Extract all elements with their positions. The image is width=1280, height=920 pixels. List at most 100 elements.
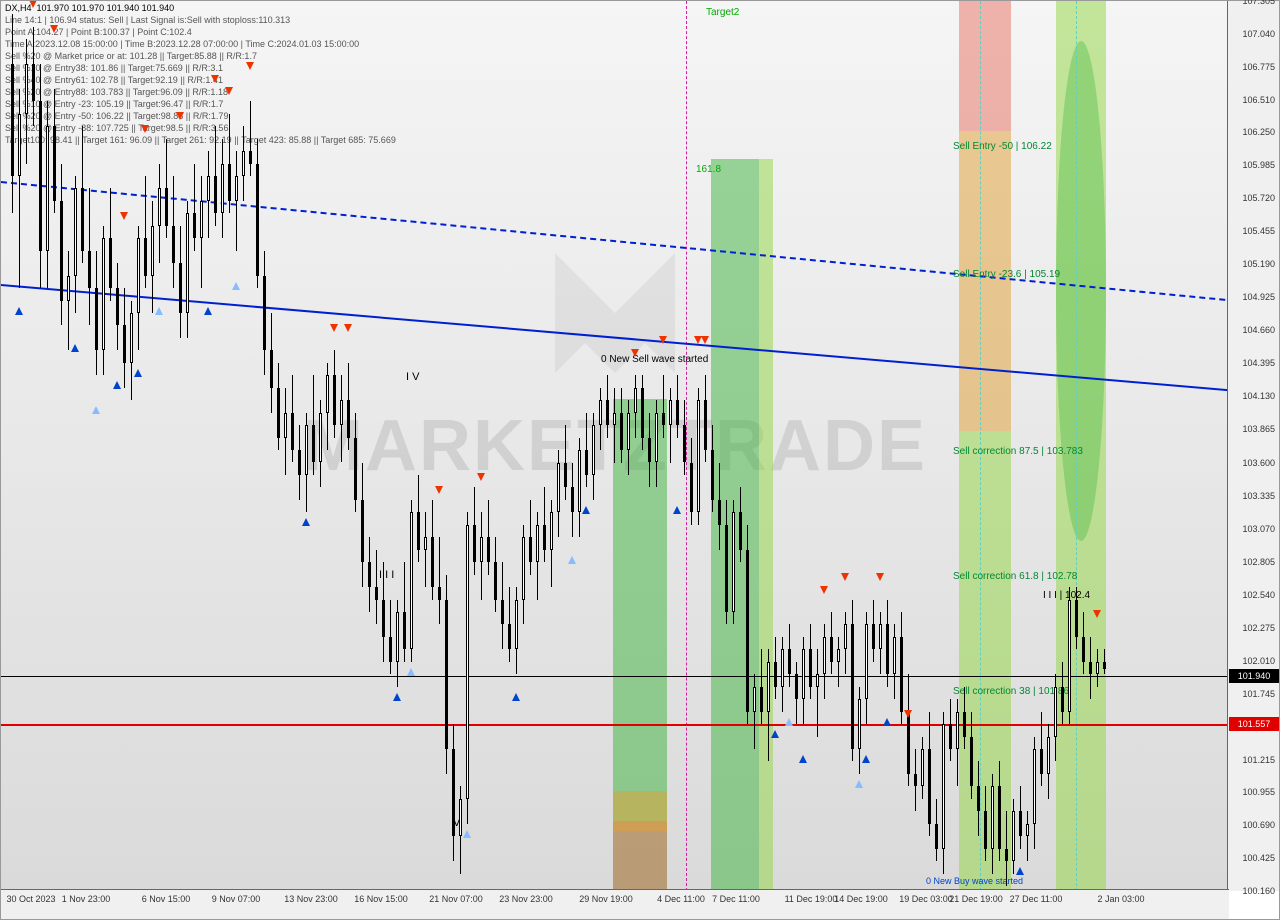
sell-arrow-icon <box>820 586 828 594</box>
y-tick-label: 105.985 <box>1242 160 1275 170</box>
info-targets: Target100: 98.41 || Target 161: 96.09 ||… <box>5 135 396 145</box>
y-tick-label: 105.720 <box>1242 193 1275 203</box>
sell-arrow-icon <box>344 324 352 332</box>
y-tick-label: 101.745 <box>1242 689 1275 699</box>
label-new-sell: 0 New Sell wave started <box>601 354 708 365</box>
buy-arrow-icon <box>204 307 212 315</box>
hline-red <box>1 724 1229 726</box>
x-axis: 30 Oct 20231 Nov 23:006 Nov 15:009 Nov 0… <box>1 889 1229 919</box>
label-sell-entry-50: Sell Entry -50 | 106.22 <box>953 141 1052 152</box>
x-tick-label: 9 Nov 07:00 <box>212 894 261 904</box>
buy-arrow-icon <box>393 693 401 701</box>
label-sell-corr-38: Sell correction 38 | 101.86 <box>953 686 1069 697</box>
y-tick-label: 106.775 <box>1242 62 1275 72</box>
price-marker-red: 101.557 <box>1229 717 1279 731</box>
y-tick-label: 107.040 <box>1242 29 1275 39</box>
sell-arrow-icon <box>211 75 219 83</box>
x-tick-label: 6 Nov 15:00 <box>142 894 191 904</box>
zone-green-4 <box>1056 41 1106 541</box>
x-tick-label: 23 Nov 23:00 <box>499 894 553 904</box>
y-axis: 107.305 107.040 106.775 106.510 106.250 105.9… <box>1227 1 1279 891</box>
y-tick-label: 104.660 <box>1242 325 1275 335</box>
zone-lime-2 <box>759 159 773 891</box>
label-new-buy: 0 New Buy wave started <box>926 876 1023 886</box>
y-tick-label: 106.510 <box>1242 95 1275 105</box>
label-fib618: 161.8 <box>696 164 721 175</box>
sell-arrow-icon <box>141 125 149 133</box>
label-wave-iv: I V <box>406 371 419 383</box>
sell-arrow-icon <box>50 25 58 33</box>
y-tick-label: 104.130 <box>1242 391 1275 401</box>
sell-arrow-icon <box>29 1 37 8</box>
buy-arrow-icon <box>15 307 23 315</box>
y-tick-label: 100.160 <box>1242 886 1275 896</box>
zone-red-3 <box>959 1 1011 131</box>
buy-arrow-icon <box>71 344 79 352</box>
chart-plot-area[interactable]: MARKETZTRADE DX,H4 101.970 101.970 101.9… <box>1 1 1229 891</box>
info-line14: Line 14:1 | 106.94 status: Sell | Last S… <box>5 15 290 25</box>
label-wave-iii2: I I I | 102.4 <box>1043 590 1090 601</box>
y-tick-label: 102.275 <box>1242 623 1275 633</box>
buy-arrow-icon <box>785 718 793 726</box>
buy-arrow-icon <box>771 730 779 738</box>
buy-arrow-icon <box>463 830 471 838</box>
y-tick-label: 100.690 <box>1242 820 1275 830</box>
x-tick-label: 13 Nov 23:00 <box>284 894 338 904</box>
y-tick-label: 103.865 <box>1242 424 1275 434</box>
sell-arrow-icon <box>841 573 849 581</box>
buy-arrow-icon <box>883 718 891 726</box>
sell-arrow-icon <box>120 212 128 220</box>
y-tick-label: 103.600 <box>1242 458 1275 468</box>
info-sell10b: Sell %10 @ Entry -23: 105.19 || Target:9… <box>5 99 223 109</box>
buy-arrow-icon <box>113 381 121 389</box>
chart-container[interactable]: MARKETZTRADE DX,H4 101.970 101.970 101.9… <box>0 0 1280 920</box>
y-tick-label: 103.070 <box>1242 524 1275 534</box>
buy-arrow-icon <box>134 369 142 377</box>
y-tick-label: 105.190 <box>1242 259 1275 269</box>
buy-arrow-icon <box>799 755 807 763</box>
info-sell20: Sell %20 @ Market price or at: 101.28 ||… <box>5 51 257 61</box>
y-tick-label: 101.215 <box>1242 755 1275 765</box>
sell-arrow-icon <box>904 710 912 718</box>
info-times: Time A:2023.12.08 15:00:00 | Time B:2023… <box>5 39 359 49</box>
x-tick-label: 14 Dec 19:00 <box>834 894 888 904</box>
buy-arrow-icon <box>568 556 576 564</box>
sell-arrow-icon <box>694 336 702 344</box>
x-tick-label: 21 Dec 19:00 <box>949 894 1003 904</box>
buy-arrow-icon <box>302 518 310 526</box>
label-wave-iii: I I I <box>379 569 394 581</box>
sell-arrow-icon <box>631 349 639 357</box>
price-marker-current: 101.940 <box>1229 669 1279 683</box>
buy-arrow-icon <box>855 780 863 788</box>
x-tick-label: 7 Dec 11:00 <box>712 894 760 904</box>
x-tick-label: 30 Oct 2023 <box>6 894 55 904</box>
label-sell-corr-87: Sell correction 87.5 | 103.783 <box>953 446 1083 457</box>
y-tick-label: 104.925 <box>1242 292 1275 302</box>
buy-arrow-icon <box>582 506 590 514</box>
buy-arrow-icon <box>92 406 100 414</box>
y-tick-label: 102.010 <box>1242 656 1275 666</box>
x-tick-label: 27 Dec 11:00 <box>1010 894 1063 904</box>
buy-arrow-icon <box>862 755 870 763</box>
sell-arrow-icon <box>876 573 884 581</box>
x-tick-label: 16 Nov 15:00 <box>354 894 408 904</box>
buy-arrow-icon <box>512 693 520 701</box>
sell-arrow-icon <box>435 486 443 494</box>
y-tick-label: 107.305 <box>1242 0 1275 6</box>
info-sell20b: Sell %20 @ Entry88: 103.783 || Target:96… <box>5 87 228 97</box>
buy-arrow-icon <box>673 506 681 514</box>
x-tick-label: 19 Dec 03:00 <box>899 894 953 904</box>
info-sell40: Sell %40 @ Entry61: 102.78 || Target:92.… <box>5 75 223 85</box>
buy-arrow-icon <box>232 282 240 290</box>
zone-red-1 <box>613 821 667 891</box>
label-target2: Target2 <box>706 7 739 18</box>
sell-arrow-icon <box>701 336 709 344</box>
y-tick-label: 106.250 <box>1242 127 1275 137</box>
x-tick-label: 21 Nov 07:00 <box>429 894 483 904</box>
sell-arrow-icon <box>477 473 485 481</box>
zone-orange-3 <box>959 131 1011 431</box>
y-tick-label: 100.425 <box>1242 853 1275 863</box>
zone-orange-1 <box>613 791 667 831</box>
x-tick-label: 11 Dec 19:00 <box>785 894 838 904</box>
y-tick-label: 102.540 <box>1242 590 1275 600</box>
